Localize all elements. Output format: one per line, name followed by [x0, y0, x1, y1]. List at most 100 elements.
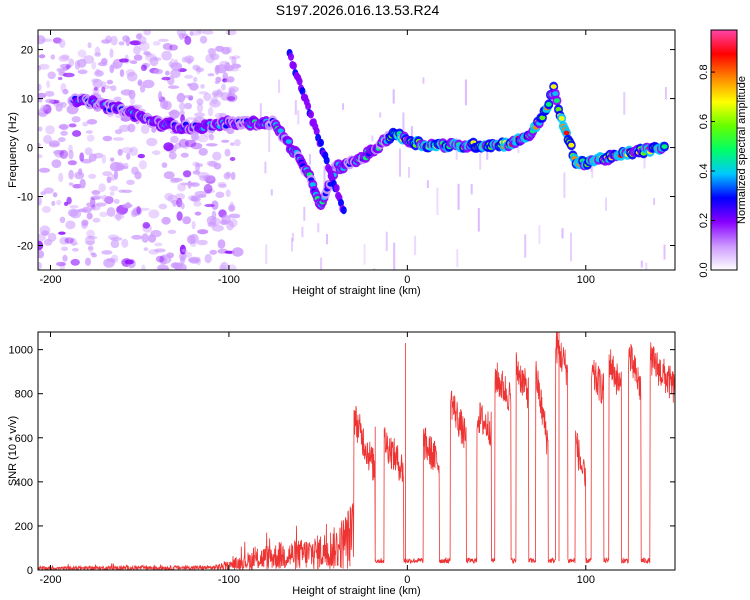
heatmap-cell [340, 206, 347, 215]
heatmap-cell [180, 255, 185, 265]
heatmap-cell [60, 124, 68, 131]
heatmap-cell [38, 54, 46, 59]
heatmap-cell [197, 229, 209, 235]
heatmap-cell [170, 68, 181, 79]
heatmap-cell [59, 236, 69, 245]
heatmap-cell [169, 44, 178, 51]
heatmap-cell [150, 229, 162, 238]
heatmap-cell [193, 200, 202, 207]
heatmap-cell [196, 239, 208, 246]
heatmap-cell [568, 142, 575, 148]
heatmap-cell [118, 124, 131, 132]
heatmap-cell [71, 242, 79, 246]
y-tick-label: 800 [15, 389, 33, 401]
heatmap-cell [172, 202, 177, 207]
heatmap-cell [68, 149, 74, 160]
heatmap-cell [326, 234, 328, 245]
heatmap-cell [179, 102, 186, 111]
heatmap-cell [168, 151, 177, 160]
heatmap-cell [178, 138, 189, 148]
heatmap-cell [87, 42, 92, 49]
heatmap-cell [106, 79, 114, 85]
heatmap-cell [169, 178, 180, 184]
heatmap-cell [166, 252, 174, 259]
heatmap-cell [48, 142, 60, 148]
heatmap-cell [85, 240, 96, 245]
heatmap-cell [106, 176, 112, 184]
heatmap-cell [99, 211, 108, 218]
heatmap-cell [161, 162, 168, 168]
heatmap-cell [65, 64, 71, 70]
heatmap-cell [109, 191, 115, 197]
heatmap-cell [111, 62, 119, 70]
heatmap-cell [42, 105, 48, 110]
heatmap-cell [229, 67, 240, 72]
heatmap-cell [225, 189, 231, 197]
heatmap-cell [140, 124, 150, 135]
heatmap-cell [60, 54, 70, 60]
heatmap-cell [115, 211, 122, 222]
heatmap-cell [318, 138, 324, 147]
heatmap-cell [175, 193, 186, 200]
heatmap-cell [84, 147, 93, 156]
heatmap-cell [153, 68, 164, 75]
heatmap-cell [661, 144, 668, 150]
plot-frame [37, 331, 676, 571]
heatmap-cell [373, 268, 376, 270]
heatmap-cell [126, 179, 135, 185]
heatmap-cell [224, 79, 232, 83]
heatmap-cell [167, 85, 180, 89]
heatmap-cell [110, 254, 119, 264]
heatmap-cell [143, 51, 151, 56]
heatmap-cell [38, 261, 43, 270]
heatmap-cell [590, 163, 593, 172]
heatmap-cell [308, 110, 314, 119]
heatmap-cell [50, 54, 56, 60]
heatmap-cell [38, 167, 51, 173]
heatmap-cell [126, 152, 131, 160]
y-axis-label: SNR (10 * v/v) [7, 416, 19, 486]
heatmap-cell [169, 109, 180, 119]
heatmap-cell [68, 123, 77, 128]
heatmap-cell [101, 58, 108, 65]
heatmap-cell [303, 206, 306, 221]
heatmap-cell [38, 143, 41, 147]
heatmap-cell [189, 31, 194, 37]
heatmap-cell [65, 220, 76, 230]
heatmap-cell [182, 170, 192, 178]
snr-line [38, 332, 675, 570]
heatmap-cell [202, 30, 214, 35]
heatmap-cell [60, 83, 67, 93]
heatmap-cell [101, 154, 107, 164]
heatmap-cell [226, 76, 235, 83]
heatmap-cell [645, 262, 648, 270]
heatmap-cell [296, 77, 303, 86]
heatmap-cell [110, 157, 115, 162]
heatmap-cell [72, 183, 82, 189]
heatmap-cell [140, 64, 147, 72]
heatmap-cell [217, 239, 226, 249]
heatmap-cell [40, 38, 53, 42]
heatmap-cell [204, 203, 215, 208]
heatmap-cell [101, 86, 106, 93]
heatmap-cell [309, 154, 311, 165]
heatmap-cell [210, 53, 220, 61]
heatmap-cell [138, 160, 147, 170]
colorbar-tick-label: 0.8 [698, 64, 710, 79]
heatmap-cell [60, 63, 72, 69]
y-axis-label: Frequency (Hz) [7, 112, 19, 188]
heatmap-cell [199, 35, 208, 44]
heatmap-cell [82, 121, 89, 127]
heatmap-cell [180, 152, 189, 158]
heatmap-cell [170, 62, 183, 71]
heatmap-cell [122, 35, 130, 43]
heatmap-cell [223, 172, 231, 180]
heatmap-cell [158, 203, 168, 210]
heatmap-cell [291, 233, 294, 242]
heatmap-cell [176, 211, 183, 221]
heatmap-cell [158, 91, 163, 101]
heatmap-cell [38, 112, 47, 116]
heatmap-cell [160, 99, 169, 109]
heatmap-cell [125, 69, 136, 77]
